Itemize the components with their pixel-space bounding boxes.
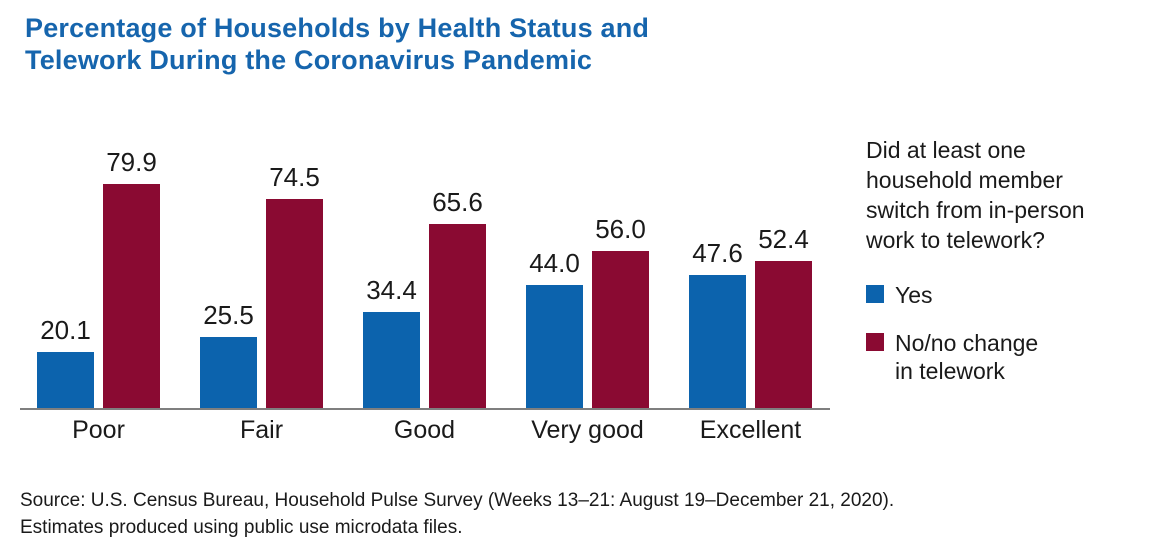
x-axis-label: Very good [531,416,644,444]
bar-wrap: 52.4 [755,224,812,408]
bar-yes [37,352,94,408]
x-axis-label: Fair [239,416,284,444]
bar-value-label: 34.4 [366,275,417,305]
bar-no [429,224,486,408]
legend-item: Yes [866,281,1149,309]
bar-value-label: 65.6 [432,187,483,217]
legend-item-label: No/no change in telework [895,330,1039,384]
page-title: Percentage of Households by Health Statu… [25,13,650,75]
bar-value-label: 44.0 [529,248,580,278]
bar-wrap: 25.5 [200,300,257,408]
legend-swatch-icon [866,285,884,303]
bar-group: 25.5 74.5 [200,162,323,408]
x-axis-label: Excellent [699,416,802,444]
legend-item-label: Yes [895,282,933,308]
bar-value-label: 79.9 [106,147,157,177]
bar-wrap: 79.9 [103,147,160,408]
bar-value-label: 52.4 [758,224,809,254]
bar-wrap: 47.6 [689,238,746,408]
bar-wrap: 20.1 [37,315,94,408]
source-line-1: Source: U.S. Census Bureau, Household Pu… [20,490,895,511]
bar-no [266,199,323,408]
bar-yes [526,285,583,408]
bar-wrap: 56.0 [592,214,649,408]
bar-wrap: 65.6 [429,187,486,408]
bar-value-label: 47.6 [692,238,743,268]
bar-value-label: 20.1 [40,315,91,345]
legend-swatch-icon [866,333,884,351]
legend: Did at least one household member switch… [866,135,1149,405]
bar-chart: 20.1 79.9 25.5 74.5 34.4 65.6 44.0 56.0 47.6 52.4… [20,128,830,445]
bar-group: 34.4 65.6 [363,187,486,408]
bar-wrap: 44.0 [526,248,583,408]
bar-value-label: 25.5 [203,300,254,330]
bar-wrap: 74.5 [266,162,323,408]
x-axis-label: Poor [72,416,125,444]
x-axis-labels: Poor Fair Good Very good Excellent [20,416,830,445]
bar-wrap: 34.4 [363,275,420,408]
source-line-2: Estimates produced using public use micr… [20,517,463,538]
bar-value-label: 74.5 [269,162,320,192]
legend-items: Yes No/no change in telework [866,281,1149,385]
legend-item: No/no change in telework [866,329,1149,385]
bar-group: 20.1 79.9 [37,147,160,408]
bar-group: 47.6 52.4 [689,224,812,408]
bar-no [103,184,160,408]
source-note: Source: U.S. Census Bureau, Household Pu… [20,487,894,541]
x-axis-label: Good [393,416,456,444]
bar-yes [200,337,257,408]
bar-no [755,261,812,408]
bar-no [592,251,649,408]
bar-group: 44.0 56.0 [526,214,649,408]
bar-yes [363,312,420,408]
legend-title: Did at least one household member switch… [866,137,1085,253]
plot-area: 20.1 79.9 25.5 74.5 34.4 65.6 44.0 56.0 47.6 52.4 [20,128,830,410]
bar-yes [689,275,746,408]
bar-value-label: 56.0 [595,214,646,244]
